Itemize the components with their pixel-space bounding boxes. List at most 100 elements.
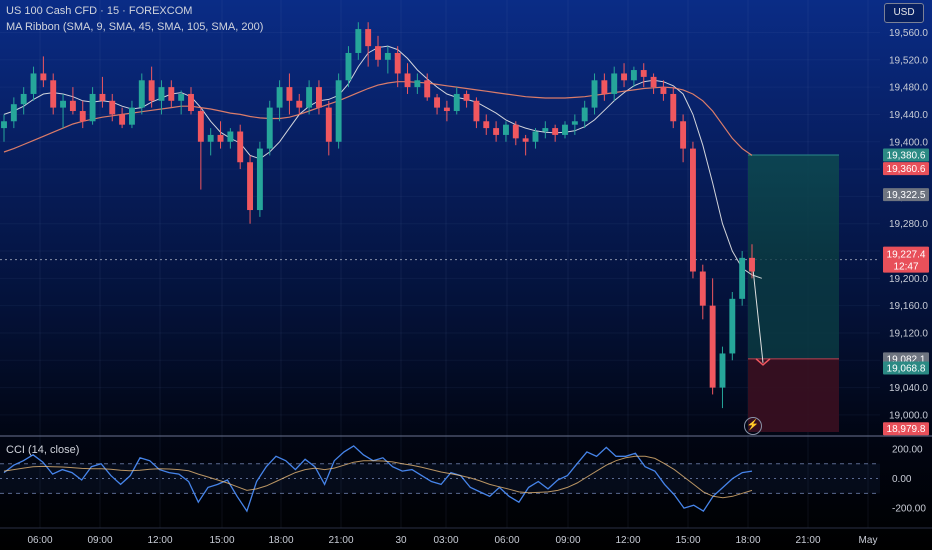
candle-body (512, 124, 519, 139)
candle (502, 121, 509, 142)
currency-button[interactable]: USD (884, 3, 924, 23)
candle (601, 73, 608, 101)
candle (286, 73, 293, 115)
candle (89, 87, 96, 125)
candle-body (680, 121, 687, 149)
candle-body (493, 128, 500, 135)
price-tag: 18,979.8 (883, 422, 929, 436)
target-zone-lower (748, 259, 839, 359)
time-tick-label: 18:00 (735, 535, 760, 546)
price-tick-label: 19,000.0 (889, 410, 928, 421)
price-tag-label: 18,979.8 (887, 424, 926, 435)
candle (178, 90, 185, 115)
price-tag: 19,068.8 (883, 361, 929, 375)
candle-body (591, 80, 598, 108)
candle-body (89, 93, 96, 122)
candle-body (443, 107, 450, 112)
candle (542, 121, 549, 139)
candle-body (463, 93, 470, 101)
candle (227, 128, 234, 149)
candle-body (453, 93, 460, 112)
candle-body (109, 100, 116, 115)
price-tag: 19,322.5 (883, 188, 929, 202)
candle (325, 100, 332, 156)
price-tag: 19,227.412:47 (883, 246, 929, 273)
candle (197, 107, 204, 190)
cci-tick-label: 200.00 (892, 444, 923, 455)
candle (473, 97, 480, 129)
candle-body (542, 128, 549, 132)
candle (571, 114, 578, 135)
candle-body (345, 52, 352, 81)
candle (276, 80, 283, 122)
cci-ma-line (3, 455, 753, 499)
candle-body (197, 111, 204, 142)
projection-line (751, 259, 764, 363)
candle-body (138, 80, 145, 108)
candle-body (394, 52, 401, 74)
time-tick-label: 21:00 (328, 535, 353, 546)
candle-body (40, 73, 47, 81)
time-tick-label: 12:00 (615, 535, 640, 546)
candle (729, 292, 736, 361)
price-tick-label: 19,160.0 (889, 301, 928, 312)
candle-body (719, 353, 726, 388)
candle-body (709, 305, 716, 388)
candle-body (473, 100, 480, 122)
candle (30, 66, 37, 101)
price-tag: 19,360.6 (883, 162, 929, 176)
candle (552, 124, 559, 142)
candle (689, 141, 696, 279)
candle-body (335, 80, 342, 142)
candle (168, 80, 175, 108)
candle-body (611, 73, 618, 94)
candle (335, 73, 342, 149)
candle (355, 22, 362, 60)
candle-body (424, 80, 431, 98)
candle (1, 114, 7, 142)
trade-position[interactable] (748, 154, 839, 432)
candle (69, 87, 76, 115)
candle (562, 121, 568, 139)
lightning-icon[interactable]: ⚡ (744, 417, 762, 435)
candle-body (10, 104, 17, 122)
candle (306, 80, 313, 115)
candle (99, 76, 106, 108)
candle (158, 80, 165, 115)
price-tag-label: 19,322.5 (887, 190, 926, 201)
time-tick-label: 21:00 (795, 535, 820, 546)
candle (483, 114, 490, 135)
candle (50, 73, 57, 115)
candle-body (571, 121, 578, 125)
time-tick-label: 09:00 (87, 535, 112, 546)
candle-body (217, 134, 224, 142)
candle (670, 87, 677, 129)
candle-body (581, 107, 588, 122)
candle (404, 63, 411, 94)
time-axis[interactable]: 06:00 09:00 12:00 15:00 18:00 21:00 30 03:00 06:… (27, 535, 877, 546)
candle-body (256, 148, 263, 211)
candle (630, 66, 637, 88)
time-tick-label: 18:00 (268, 535, 293, 546)
candle-body (355, 29, 362, 53)
price-tick-label: 19,200.0 (889, 274, 928, 285)
stop-zone (748, 358, 839, 432)
price-tag-label: 19,068.8 (887, 363, 926, 374)
candle (10, 97, 17, 129)
candle (739, 251, 746, 306)
cci-legend: CCI (14, close) (6, 444, 80, 456)
sma-45-line (3, 81, 753, 156)
candle (188, 87, 194, 115)
candle-body (50, 80, 57, 108)
candle-body (306, 87, 313, 108)
price-tags: 19,380.619,360.619,322.519,227.412:4719,… (883, 148, 929, 436)
candle-body (434, 97, 441, 108)
candle-body (601, 80, 608, 94)
candle (375, 35, 381, 67)
time-tick-label: 06:00 (494, 535, 519, 546)
candle (128, 100, 135, 129)
candle (443, 100, 450, 122)
candle (148, 66, 155, 108)
